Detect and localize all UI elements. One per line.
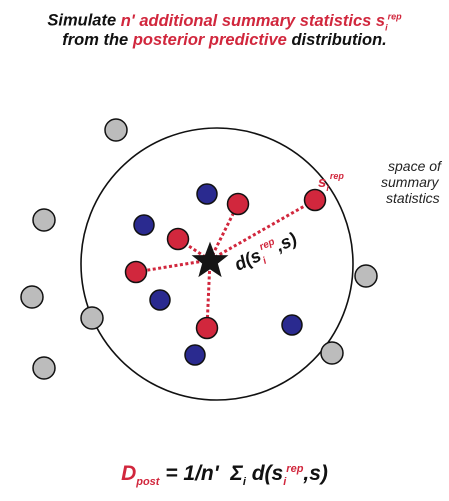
- side-label-line-3: statistics: [386, 190, 440, 206]
- title-line-1: Simulate n' additional summary statistic…: [0, 6, 449, 37]
- side-label-line-1: space of: [388, 158, 441, 174]
- blue-points: [133, 183, 303, 366]
- side-label-line-2: summary: [381, 174, 439, 190]
- distance-label: d(sirep,s): [231, 228, 302, 279]
- blue-point: [149, 289, 171, 311]
- simulated-point: [226, 192, 250, 216]
- red-points: [124, 188, 327, 340]
- simulated-point: [166, 227, 190, 251]
- blue-point: [281, 314, 303, 336]
- blue-point: [133, 214, 155, 236]
- gray-point: [320, 341, 344, 365]
- gray-point: [80, 306, 104, 330]
- simulated-label: sirep: [318, 171, 344, 193]
- gray-points: [20, 118, 378, 380]
- title-text: Simulate: [47, 11, 121, 30]
- gray-point: [104, 118, 128, 142]
- posterior-region-circle: [80, 127, 354, 401]
- distance-line: [209, 198, 316, 262]
- simulated-point: [124, 260, 148, 284]
- title-line-2: from the posterior predictive distributi…: [62, 31, 387, 49]
- distance-line: [135, 258, 211, 274]
- gray-point: [354, 264, 378, 288]
- simulated-point: [303, 188, 327, 212]
- title-highlight-2: posterior predictive: [132, 31, 287, 49]
- gray-point: [32, 208, 56, 232]
- discrepancy-formula: Dpost = 1/n' Σi d(sirep,s): [121, 462, 328, 489]
- distance-line: [205, 259, 212, 329]
- gray-point: [32, 356, 56, 380]
- title-highlight: n' additional summary statistics sirep: [120, 11, 402, 32]
- observed-statistic-star: [191, 241, 229, 278]
- simulated-point: [195, 316, 219, 340]
- blue-point: [184, 344, 206, 366]
- blue-point: [196, 183, 218, 205]
- gray-point: [20, 285, 44, 309]
